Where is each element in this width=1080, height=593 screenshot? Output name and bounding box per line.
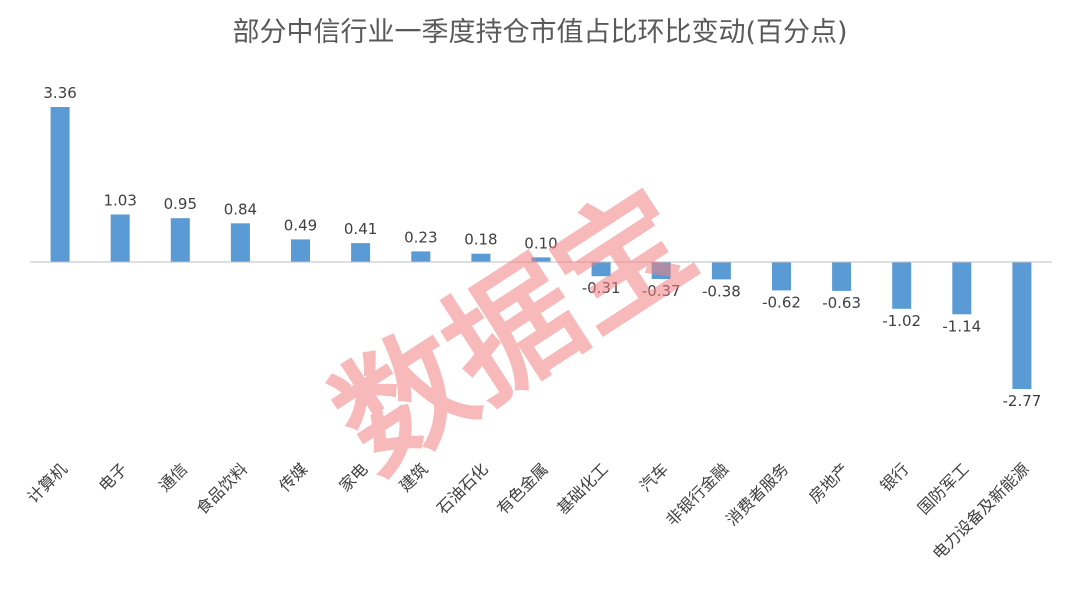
bar-11	[711, 262, 731, 280]
bar-3	[230, 223, 250, 263]
category-label-15: 国防军工	[914, 459, 973, 518]
bar-13	[832, 262, 852, 291]
category-label-9: 基础化工	[553, 459, 612, 518]
value-label-4: 0.49	[284, 216, 317, 234]
value-label-0: 3.36	[43, 84, 76, 102]
category-label-0: 计算机	[24, 459, 71, 506]
bar-16	[1012, 262, 1032, 389]
bar-15	[952, 262, 972, 315]
value-label-7: 0.18	[464, 231, 497, 249]
bar-6	[411, 251, 431, 262]
value-label-3: 0.84	[224, 200, 257, 218]
value-label-11: -0.38	[702, 282, 741, 300]
value-label-1: 1.03	[103, 192, 136, 210]
category-label-8: 有色金属	[493, 459, 552, 518]
category-label-5: 家电	[335, 459, 371, 495]
category-label-13: 房地产	[805, 459, 852, 506]
bar-1	[110, 214, 130, 262]
bar-5	[351, 243, 371, 262]
bar-12	[772, 262, 791, 291]
bar-7	[471, 253, 491, 262]
bar-9	[591, 262, 611, 277]
value-label-10: -0.37	[642, 282, 681, 300]
bar-2	[170, 218, 190, 262]
bar-14	[892, 262, 912, 309]
bar-4	[291, 239, 310, 262]
bar-10	[651, 262, 671, 279]
category-label-14: 银行	[876, 459, 912, 495]
category-label-2: 通信	[155, 459, 191, 495]
category-label-4: 传媒	[275, 459, 311, 495]
bars-layer	[50, 107, 1032, 389]
value-label-15: -1.14	[942, 317, 981, 335]
bar-0	[50, 107, 70, 262]
value-label-14: -1.02	[882, 312, 921, 330]
value-label-16: -2.77	[1002, 392, 1041, 410]
category-label-1: 电子	[95, 459, 131, 495]
value-label-13: -0.63	[822, 294, 861, 312]
watermark: 数据宝	[309, 161, 719, 501]
chart-title: 部分中信行业一季度持仓市值占比环比变动(百分点)	[232, 17, 847, 48]
value-label-12: -0.62	[762, 293, 801, 311]
value-label-8: 0.10	[524, 234, 557, 252]
value-label-6: 0.23	[404, 228, 437, 246]
bar-8	[531, 257, 551, 262]
value-label-9: -0.31	[582, 279, 621, 297]
category-labels-layer: 计算机 电子 通信 食品饮料 传媒 家电 建筑 石油石化 有色金属 基础化工 汽车非银行金融消费者服…	[24, 459, 1033, 563]
value-label-5: 0.41	[344, 220, 377, 238]
value-label-2: 0.95	[164, 195, 197, 213]
category-label-11: 非银行金融	[662, 459, 732, 529]
category-label-12: 消费者服务	[722, 459, 792, 529]
category-label-3: 食品饮料	[193, 459, 252, 518]
value-labels-layer: 3.36 1.03 0.95 0.84 0.49 0.41 0.23 0.18 0.10 -0.3…	[43, 84, 1041, 410]
category-label-10: 汽车	[636, 459, 672, 495]
